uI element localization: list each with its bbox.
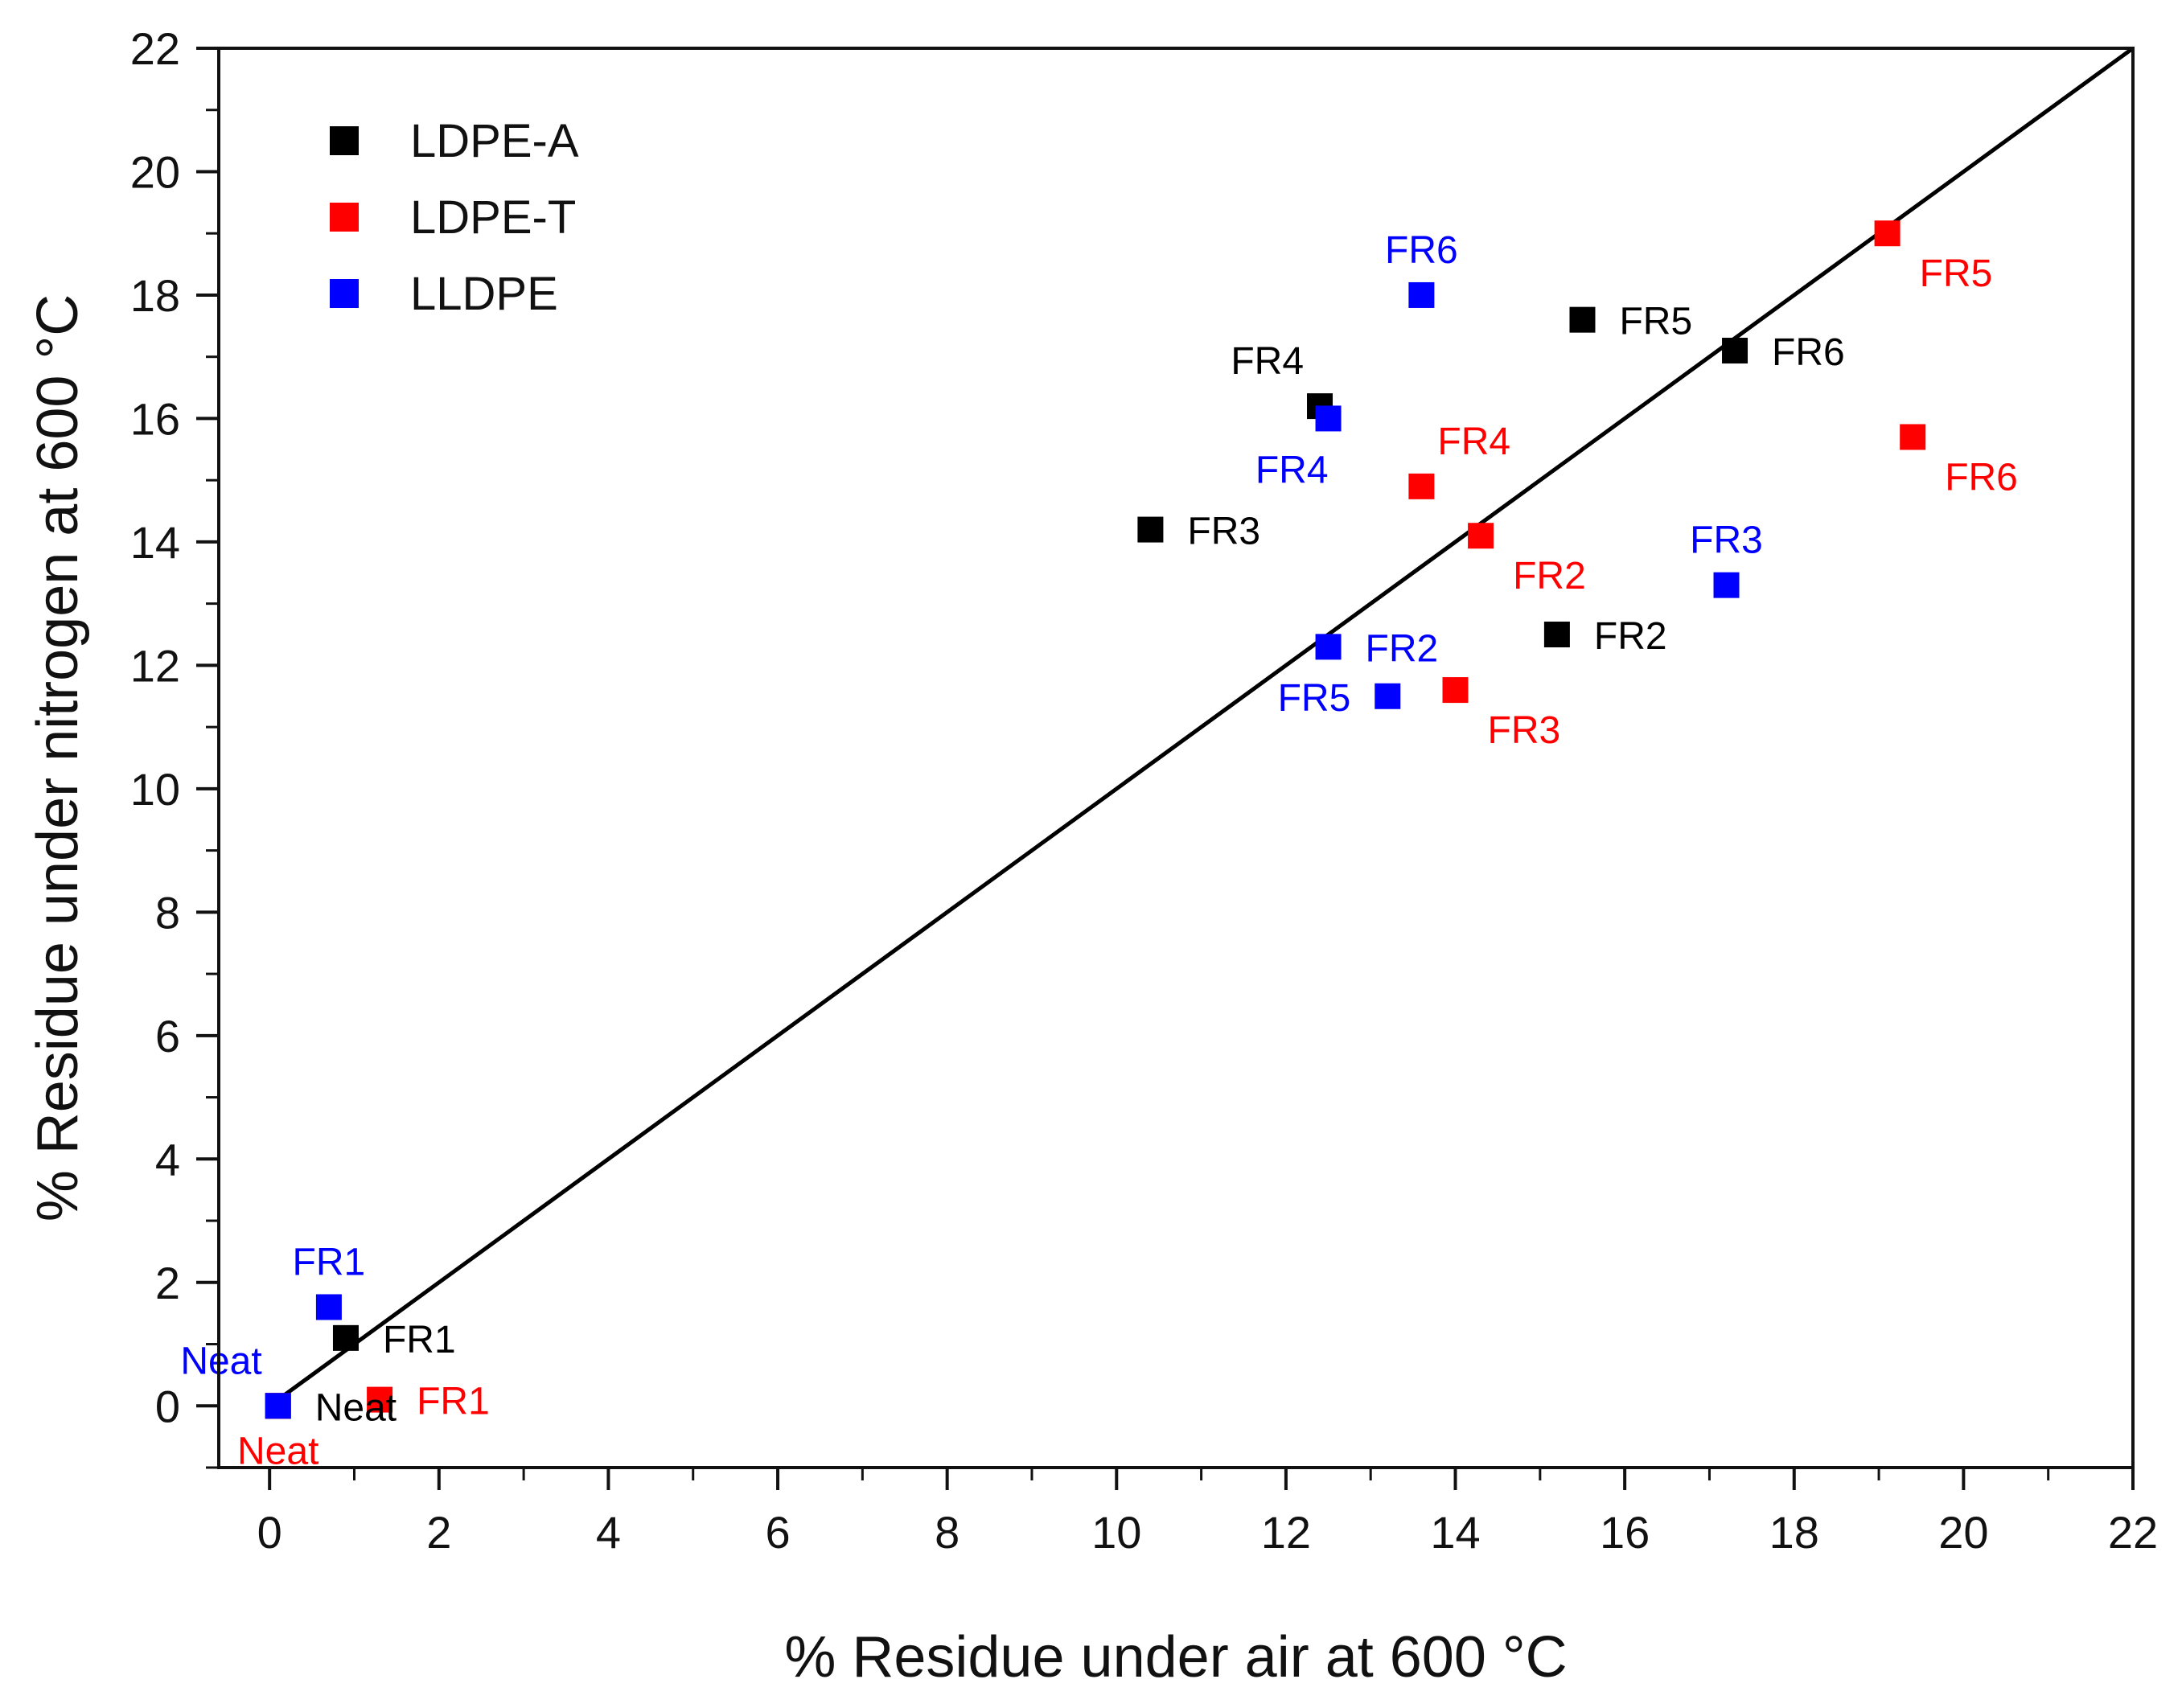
y-tick-label: 20 [130,146,180,197]
legend-swatch [330,126,359,155]
label-ldpe-a-fr4: FR4 [1231,340,1304,383]
label-ldpe-t-fr2: FR2 [1513,555,1586,597]
point-ldpe-t-fr3 [1442,677,1469,704]
point-ldpe-a-fr1 [332,1324,359,1351]
label-ldpe-a-neat: Neat [315,1386,397,1429]
point-lldpe-neat [265,1393,291,1419]
y-tick-label: 18 [130,270,180,321]
y-axis-tick-labels: 0 2 4 6 8 10 12 14 16 18 20 22 [130,23,180,1431]
label-lldpe-fr4: FR4 [1255,449,1329,491]
y-tick-label: 12 [130,640,180,691]
label-lldpe-fr5: FR5 [1278,677,1351,720]
label-lldpe-fr3: FR3 [1690,519,1763,562]
point-ldpe-t-fr1 [367,1386,393,1413]
data-points [265,220,1926,1419]
x-tick-label: 14 [1430,1507,1480,1558]
x-tick-label: 4 [596,1507,621,1558]
label-ldpe-a-fr1: FR1 [383,1319,456,1361]
point-lldpe-fr6 [1408,281,1435,308]
x-tick-label: 10 [1091,1507,1141,1558]
label-lldpe-fr1: FR1 [293,1241,366,1283]
point-lldpe-fr4 [1315,405,1342,432]
legend-label: LDPE-A [410,115,579,167]
label-lldpe-fr6: FR6 [1385,229,1458,272]
y-tick-label: 8 [155,887,180,938]
point-ldpe-a-fr5 [1569,306,1596,333]
y-tick-label: 6 [155,1011,180,1061]
label-ldpe-t-fr5: FR5 [1920,253,1993,295]
x-axis-title: % Residue under air at 600 °C [784,1625,1567,1690]
point-ldpe-t-fr6 [1900,424,1926,450]
point-lldpe-fr1 [315,1294,342,1320]
point-ldpe-a-fr2 [1543,622,1570,648]
y-axis-title: % Residue under nitrogen at 600 °C [26,294,90,1222]
label-ldpe-t-fr3: FR3 [1488,709,1561,752]
label-ldpe-a-fr6: FR6 [1772,331,1845,374]
y-tick-label: 2 [155,1258,180,1308]
point-ldpe-t-fr2 [1468,523,1494,549]
legend-swatch [330,279,359,308]
x-tick-label: 6 [765,1507,790,1558]
legend-label: LLDPE [410,268,558,320]
y-tick-label: 22 [130,23,180,74]
x-tick-label: 20 [1938,1507,1988,1558]
y-tick-label: 10 [130,764,180,815]
plot-area-frame [217,47,2135,1469]
y-tick-label: 14 [130,517,180,568]
legend: LDPE-A LDPE-T LLDPE [330,115,579,320]
x-tick-label: 12 [1261,1507,1311,1558]
label-ldpe-t-fr4: FR4 [1437,421,1510,463]
x-tick-label: 16 [1600,1507,1650,1558]
label-ldpe-a-fr2: FR2 [1594,615,1667,658]
reference-line-y-equals-x [268,46,2135,1408]
label-ldpe-a-fr5: FR5 [1619,301,1692,343]
point-labels: Neat FR1 FR2 FR3 FR4 FR5 FR6 Neat FR1 FR2 FR3 FR4 FR… [180,229,2018,1472]
x-tick-label: 0 [257,1507,282,1558]
y-tick-label: 16 [130,393,180,444]
label-ldpe-t-fr6: FR6 [1945,456,2018,499]
x-axis-tick-labels: 0 2 4 6 8 10 12 14 16 18 20 22 [257,1507,2159,1558]
x-tick-label: 18 [1769,1507,1819,1558]
point-lldpe-fr3 [1713,572,1740,598]
x-tick-label: 2 [426,1507,451,1558]
point-ldpe-t-fr4 [1408,473,1435,499]
label-ldpe-t-fr1: FR1 [417,1381,490,1423]
legend-label: LDPE-T [410,191,576,244]
x-tick-label: 22 [2108,1507,2158,1558]
point-lldpe-fr5 [1375,683,1401,709]
point-lldpe-fr2 [1315,634,1342,660]
label-lldpe-fr2: FR2 [1366,627,1439,670]
point-ldpe-a-fr6 [1722,338,1748,364]
y-tick-label: 4 [155,1134,180,1185]
label-lldpe-neat: Neat [180,1340,261,1382]
label-ldpe-a-fr3: FR3 [1187,511,1260,553]
tick-marks [196,47,2135,1490]
x-tick-label: 8 [935,1507,960,1558]
point-ldpe-t-fr5 [1874,220,1901,247]
y-tick-label: 0 [155,1381,180,1431]
point-ldpe-a-fr3 [1137,516,1164,543]
legend-swatch [330,203,359,232]
label-ldpe-t-neat: Neat [237,1430,318,1472]
